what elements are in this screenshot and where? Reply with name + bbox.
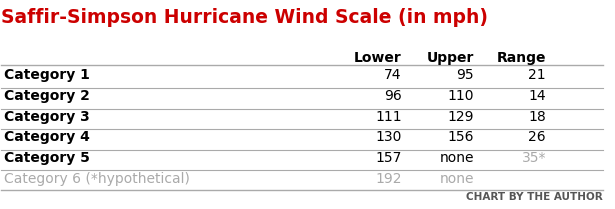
Text: 18: 18	[528, 110, 546, 124]
Text: 26: 26	[528, 130, 546, 144]
Text: Category 3: Category 3	[4, 110, 90, 124]
Text: 95: 95	[456, 68, 474, 82]
Text: 156: 156	[447, 130, 474, 144]
Text: Saffir-Simpson Hurricane Wind Scale (in mph): Saffir-Simpson Hurricane Wind Scale (in …	[1, 8, 488, 27]
Text: 35*: 35*	[522, 151, 546, 165]
Text: none: none	[439, 172, 474, 186]
Text: 129: 129	[447, 110, 474, 124]
Text: 192: 192	[375, 172, 402, 186]
Text: 21: 21	[528, 68, 546, 82]
Text: none: none	[439, 151, 474, 165]
Text: 157: 157	[375, 151, 402, 165]
Text: Lower: Lower	[354, 51, 402, 65]
Text: CHART BY THE AUTHOR: CHART BY THE AUTHOR	[467, 192, 603, 202]
Text: Category 2: Category 2	[4, 89, 90, 103]
Text: Category 4: Category 4	[4, 130, 90, 144]
Text: 74: 74	[384, 68, 402, 82]
Text: Range: Range	[496, 51, 546, 65]
Text: 96: 96	[384, 89, 402, 103]
Text: 14: 14	[528, 89, 546, 103]
Text: 111: 111	[375, 110, 402, 124]
Text: Upper: Upper	[426, 51, 474, 65]
Text: 110: 110	[447, 89, 474, 103]
Text: Category 1: Category 1	[4, 68, 90, 82]
Text: 130: 130	[375, 130, 402, 144]
Text: Category 6 (*hypothetical): Category 6 (*hypothetical)	[4, 172, 190, 186]
Text: Category 5: Category 5	[4, 151, 90, 165]
